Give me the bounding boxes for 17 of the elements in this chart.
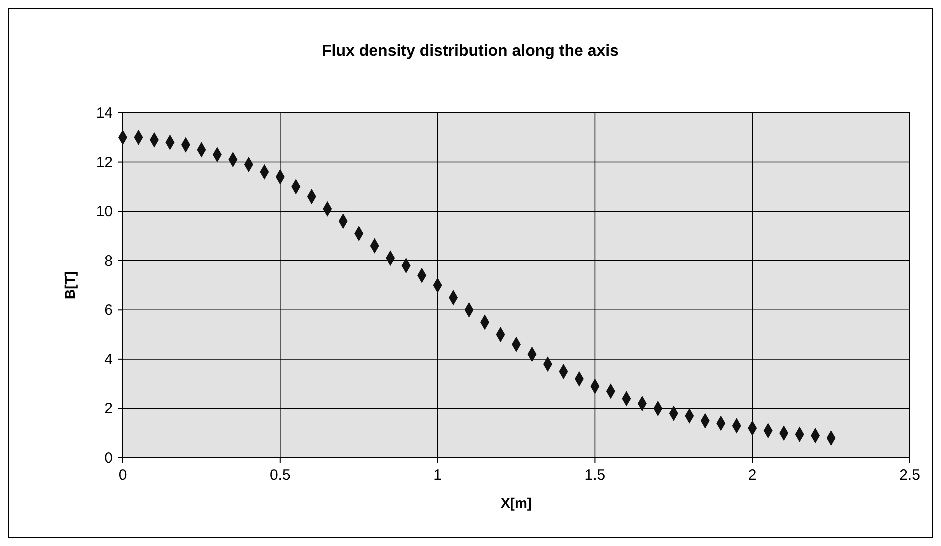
- y-tick-label: 10: [96, 204, 113, 221]
- y-tick-label: 6: [104, 302, 113, 320]
- x-tick-label: 0.5: [270, 467, 291, 484]
- x-axis-title: X[m]: [500, 495, 532, 511]
- y-tick-label: 8: [104, 252, 113, 270]
- x-tick-label: 2: [748, 467, 757, 484]
- y-tick-label: 0: [104, 450, 113, 467]
- x-tick-label: 1.5: [584, 467, 606, 484]
- y-tick-label: 2: [104, 400, 113, 418]
- x-tick-label: 0: [118, 467, 128, 484]
- y-tick-label: 4: [104, 351, 113, 368]
- chart-title: Flux density distribution along the axis: [322, 43, 620, 60]
- x-tick-label: 2.5: [900, 467, 920, 484]
- y-tick-label: 14: [96, 105, 113, 122]
- x-tick-label: 1: [434, 467, 442, 484]
- y-tick-label: 12: [96, 154, 113, 172]
- y-axis-title: B[T]: [62, 272, 78, 300]
